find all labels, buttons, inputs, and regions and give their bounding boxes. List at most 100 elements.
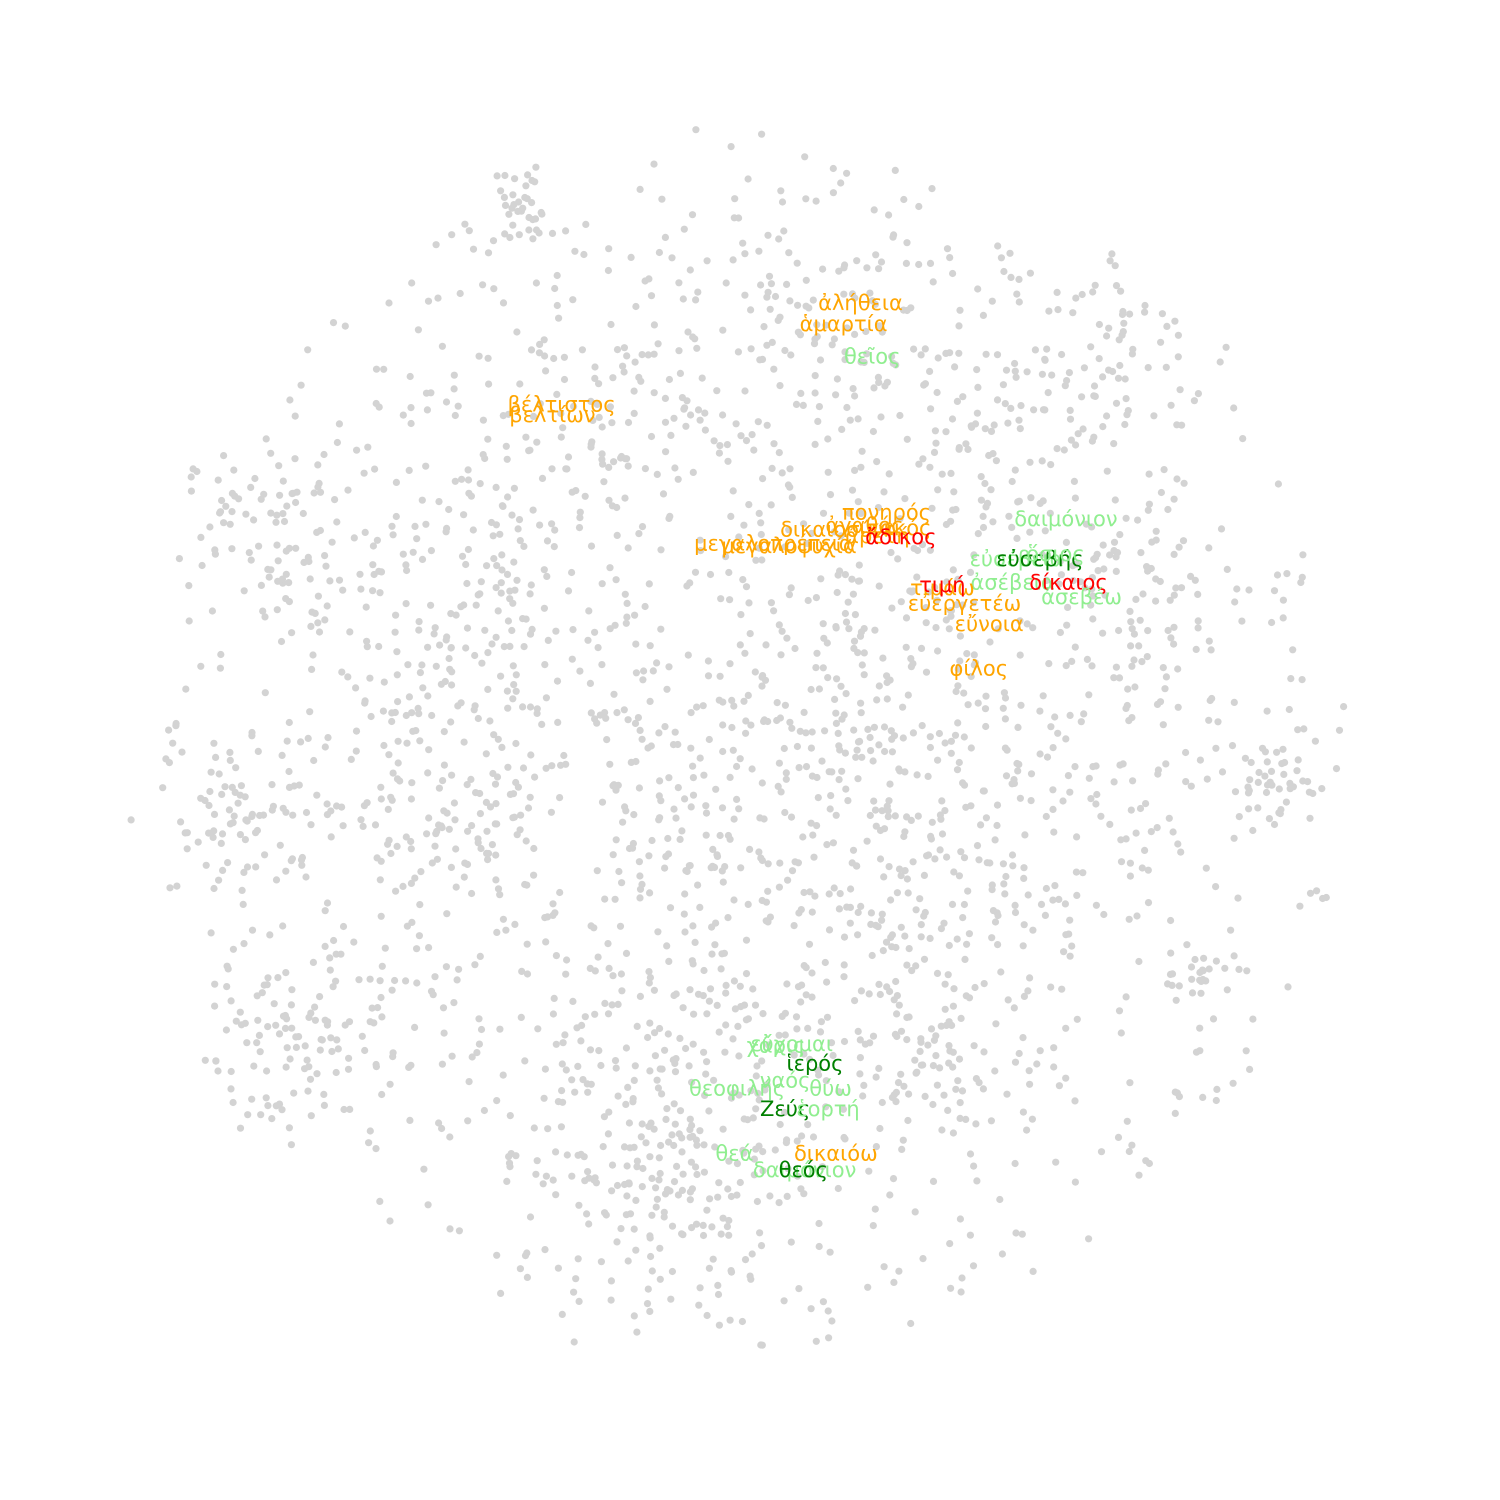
background-point: [742, 717, 750, 725]
background-point: [840, 290, 848, 298]
background-point: [210, 810, 219, 819]
background-point: [988, 881, 996, 889]
background-point: [388, 522, 396, 530]
background-point: [393, 648, 401, 656]
background-point: [326, 954, 334, 962]
background-point: [740, 1149, 748, 1157]
background-point: [1194, 590, 1202, 599]
background-point: [756, 1229, 764, 1237]
background-point: [1162, 760, 1170, 768]
background-point: [770, 440, 778, 448]
background-point: [1064, 772, 1072, 780]
background-point: [857, 709, 865, 717]
background-point: [828, 768, 836, 776]
background-point: [212, 1057, 220, 1065]
background-point: [514, 783, 523, 791]
background-point: [1095, 355, 1103, 363]
background-point: [311, 609, 319, 618]
background-point: [1065, 369, 1073, 377]
background-point: [1122, 514, 1130, 522]
background-point: [880, 1263, 888, 1271]
background-point: [727, 143, 735, 151]
background-point: [875, 980, 883, 989]
background-point: [542, 938, 550, 946]
background-point: [730, 1089, 738, 1097]
background-point: [424, 692, 432, 700]
background-point: [929, 1100, 937, 1109]
background-point: [1300, 725, 1308, 733]
background-point: [243, 863, 252, 871]
background-point: [913, 573, 921, 581]
background-point: [1069, 309, 1077, 317]
background-point: [810, 340, 819, 348]
background-point: [291, 455, 299, 463]
background-point: [655, 248, 664, 257]
background-point: [943, 245, 952, 253]
background-point: [903, 1036, 911, 1044]
word-label: Ζεύς: [760, 1097, 810, 1121]
background-point: [315, 628, 324, 636]
background-point: [440, 761, 448, 769]
background-point: [993, 396, 1002, 404]
background-point: [445, 505, 453, 514]
background-point: [764, 717, 772, 726]
background-point: [402, 711, 410, 720]
background-point: [775, 1031, 783, 1039]
background-point: [715, 1028, 723, 1036]
background-point: [920, 871, 929, 880]
background-point: [736, 1178, 744, 1187]
background-point: [597, 1258, 606, 1266]
background-point: [657, 546, 665, 554]
background-point: [926, 367, 934, 375]
background-point: [758, 779, 766, 787]
background-point: [650, 160, 658, 168]
background-point: [648, 1267, 656, 1275]
background-point: [860, 649, 868, 657]
background-point: [581, 492, 589, 500]
background-point: [958, 1087, 967, 1095]
background-point: [484, 856, 492, 864]
background-point: [804, 1121, 812, 1129]
background-point: [875, 582, 883, 590]
background-point: [368, 1004, 376, 1012]
background-point: [399, 411, 407, 419]
background-point: [496, 1025, 504, 1033]
background-point: [1100, 910, 1108, 919]
background-point: [320, 450, 328, 459]
background-point: [781, 346, 789, 355]
background-point: [1180, 479, 1188, 487]
background-point: [1013, 290, 1021, 298]
background-point: [445, 825, 453, 833]
background-point: [1115, 1007, 1124, 1015]
background-point: [462, 644, 470, 652]
background-point: [859, 1092, 867, 1100]
background-point: [913, 771, 921, 779]
background-point: [1001, 400, 1009, 408]
background-point: [902, 643, 910, 651]
background-point: [691, 568, 700, 576]
background-point: [630, 387, 638, 395]
background-point: [661, 394, 670, 402]
background-point: [407, 404, 415, 412]
background-point: [1017, 402, 1025, 410]
background-point: [735, 1091, 743, 1099]
background-point: [974, 383, 982, 391]
background-point: [940, 1091, 948, 1099]
background-point: [701, 426, 710, 434]
background-point: [220, 519, 228, 527]
background-point: [304, 1087, 312, 1095]
background-point: [1018, 1230, 1026, 1238]
background-point: [671, 1068, 680, 1076]
background-point: [856, 1036, 864, 1044]
background-point: [846, 416, 854, 424]
background-point: [775, 1199, 783, 1207]
background-point: [895, 765, 903, 773]
background-point: [1013, 759, 1021, 768]
background-point: [581, 1177, 589, 1185]
background-point: [850, 726, 858, 734]
background-point: [551, 284, 559, 293]
background-point: [513, 831, 521, 839]
background-point: [1273, 748, 1281, 756]
background-point: [1015, 275, 1023, 283]
background-point: [540, 1094, 548, 1102]
